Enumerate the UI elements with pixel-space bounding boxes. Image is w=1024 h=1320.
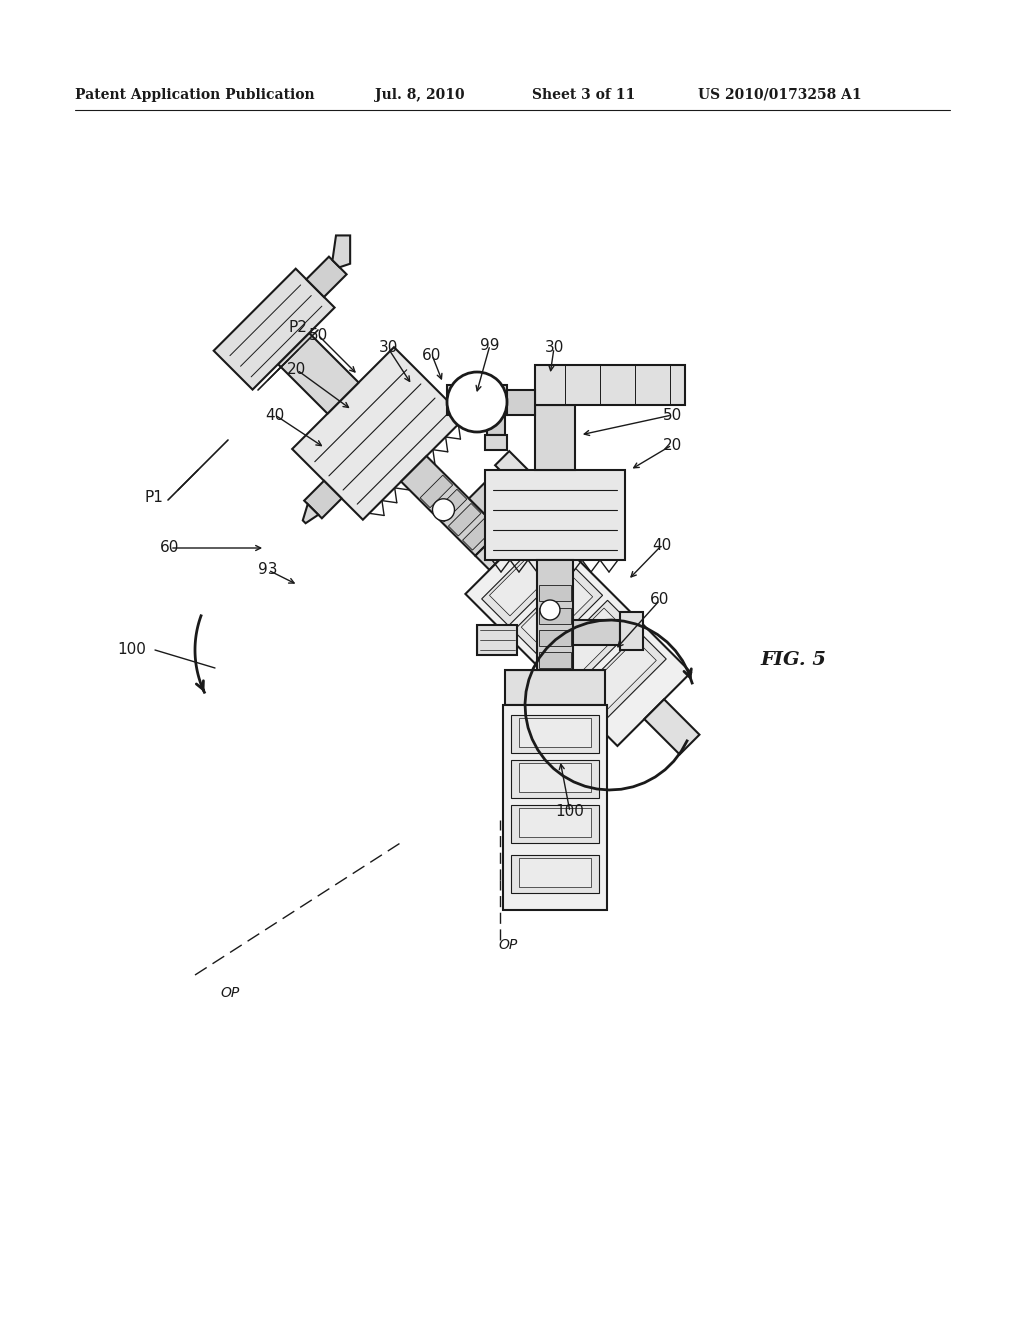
Polygon shape	[333, 235, 350, 267]
Text: P2: P2	[289, 321, 307, 335]
Text: 100: 100	[556, 804, 585, 820]
Polygon shape	[519, 858, 591, 887]
Text: 93: 93	[258, 562, 278, 578]
Polygon shape	[511, 760, 599, 799]
Polygon shape	[487, 414, 505, 436]
Polygon shape	[535, 405, 575, 470]
Polygon shape	[463, 517, 496, 550]
Polygon shape	[469, 469, 516, 516]
Polygon shape	[573, 620, 620, 645]
Polygon shape	[475, 511, 534, 570]
Polygon shape	[503, 705, 607, 909]
Text: P1: P1	[144, 491, 164, 506]
Text: 30: 30	[545, 341, 563, 355]
Polygon shape	[539, 609, 571, 624]
Text: 30: 30	[378, 341, 397, 355]
Polygon shape	[449, 503, 481, 536]
Polygon shape	[546, 601, 635, 689]
Polygon shape	[521, 577, 593, 648]
Polygon shape	[401, 455, 501, 556]
Text: 40: 40	[265, 408, 285, 422]
Polygon shape	[518, 491, 554, 528]
Polygon shape	[495, 389, 535, 414]
Polygon shape	[496, 451, 532, 488]
Circle shape	[432, 499, 455, 521]
Polygon shape	[485, 436, 507, 450]
Polygon shape	[481, 537, 570, 626]
Circle shape	[447, 372, 507, 432]
Polygon shape	[511, 805, 599, 843]
Polygon shape	[535, 366, 685, 405]
Polygon shape	[477, 624, 517, 655]
Text: 20: 20	[663, 437, 682, 453]
Text: 60: 60	[422, 347, 441, 363]
Polygon shape	[214, 269, 335, 389]
Text: 20: 20	[288, 363, 306, 378]
Text: 50: 50	[663, 408, 682, 422]
Polygon shape	[519, 808, 591, 837]
Polygon shape	[553, 609, 625, 680]
Polygon shape	[539, 585, 571, 601]
Polygon shape	[644, 700, 699, 755]
Polygon shape	[620, 612, 643, 649]
Text: 60: 60	[650, 593, 670, 607]
Polygon shape	[511, 855, 599, 894]
Text: OP: OP	[220, 986, 240, 1001]
Polygon shape	[519, 718, 591, 747]
Polygon shape	[519, 763, 591, 792]
Polygon shape	[489, 544, 561, 616]
Text: 50: 50	[308, 327, 328, 342]
Text: 100: 100	[118, 643, 146, 657]
Polygon shape	[511, 715, 599, 752]
Text: OP: OP	[499, 939, 517, 952]
Text: 60: 60	[161, 540, 179, 556]
Circle shape	[540, 601, 560, 620]
Polygon shape	[306, 256, 346, 297]
Polygon shape	[420, 475, 453, 508]
Polygon shape	[485, 470, 625, 560]
Polygon shape	[585, 640, 656, 711]
Polygon shape	[303, 504, 318, 523]
Text: 99: 99	[480, 338, 500, 352]
Polygon shape	[505, 671, 605, 705]
Text: US 2010/0173258 A1: US 2010/0173258 A1	[698, 88, 861, 102]
Polygon shape	[537, 560, 573, 671]
Polygon shape	[513, 569, 602, 657]
Text: Sheet 3 of 11: Sheet 3 of 11	[532, 88, 635, 102]
Text: Patent Application Publication: Patent Application Publication	[75, 88, 314, 102]
Polygon shape	[279, 333, 358, 413]
Polygon shape	[292, 347, 465, 520]
Polygon shape	[447, 385, 507, 414]
Polygon shape	[434, 490, 467, 521]
Polygon shape	[465, 520, 691, 746]
Text: 40: 40	[652, 537, 672, 553]
Text: Jul. 8, 2010: Jul. 8, 2010	[375, 88, 465, 102]
Polygon shape	[578, 632, 667, 721]
Text: FIG. 5: FIG. 5	[760, 651, 826, 669]
Polygon shape	[539, 630, 571, 645]
Polygon shape	[539, 652, 571, 668]
Polygon shape	[304, 480, 342, 519]
